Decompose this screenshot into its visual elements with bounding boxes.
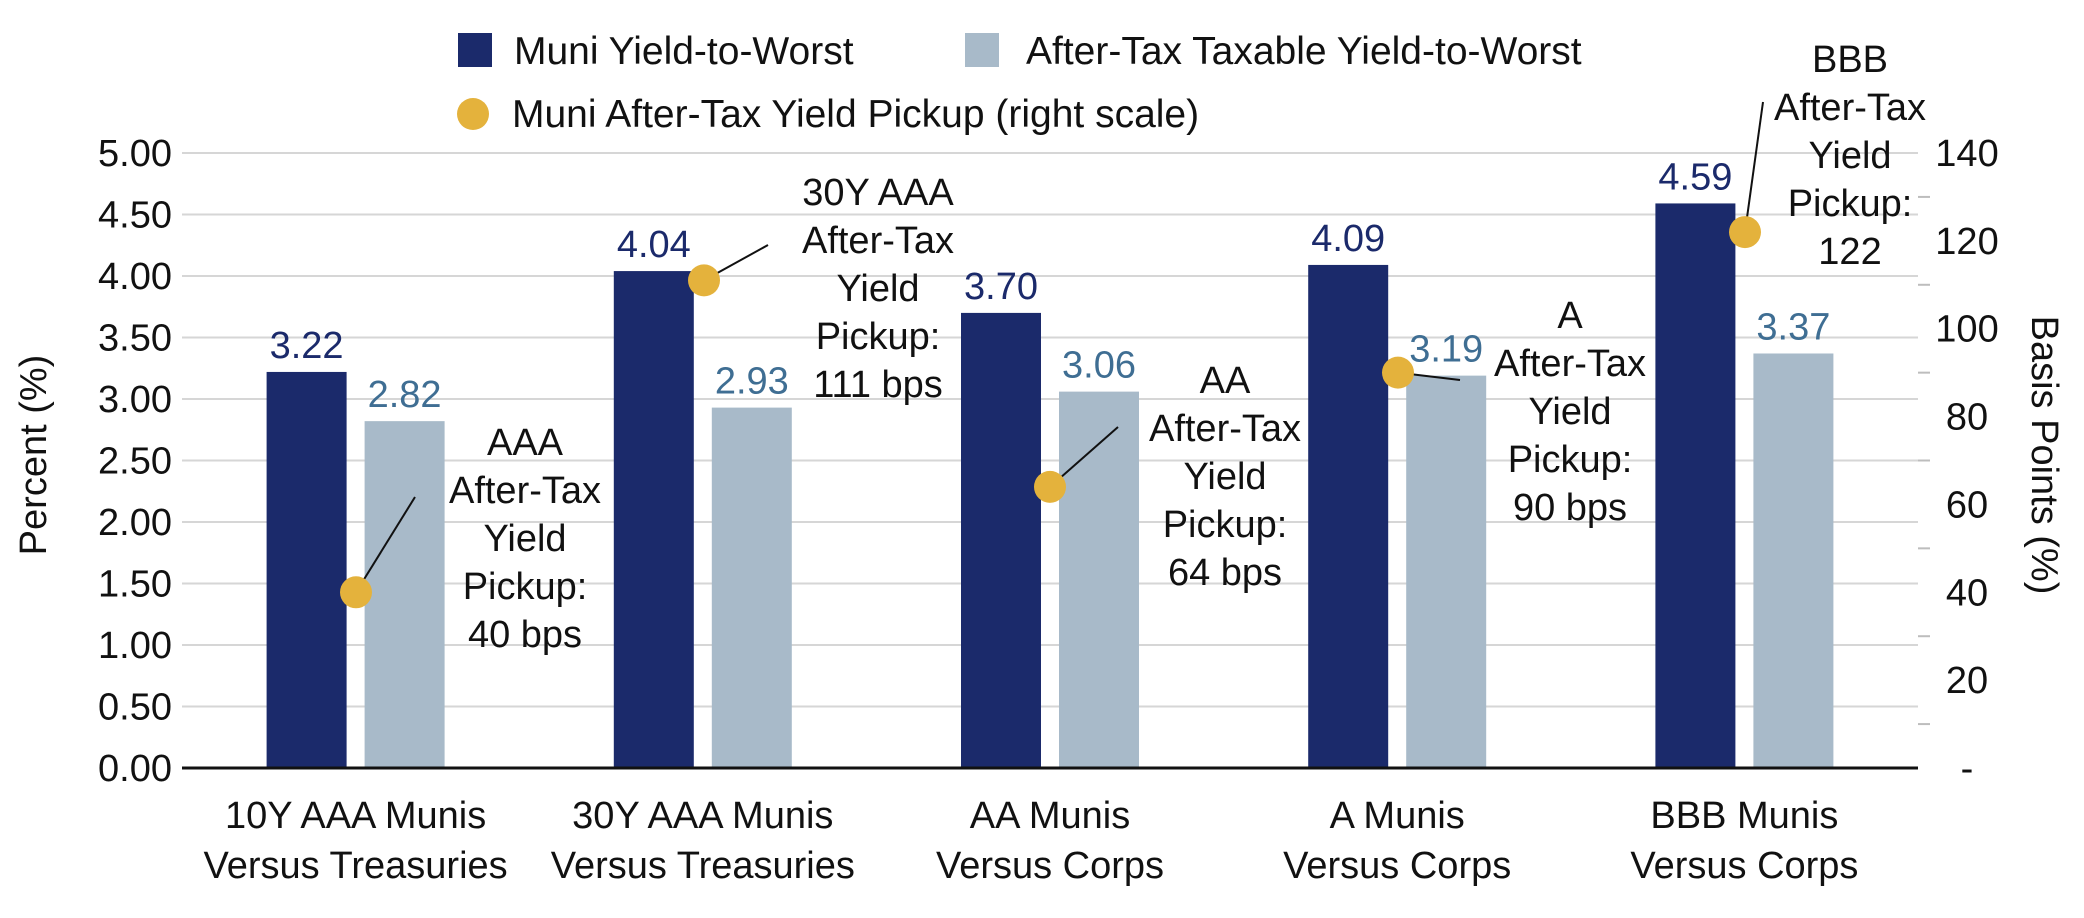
bar — [266, 371, 347, 768]
callout-label: Pickup: — [1508, 439, 1633, 481]
callout-label: Yield — [836, 268, 919, 310]
bar — [1406, 375, 1487, 768]
callout-label: After-Tax — [1494, 343, 1646, 385]
y2-tick-label: 100 — [1935, 309, 1998, 351]
callout-label: 30Y AAA — [802, 172, 954, 214]
right-axis-ticks: - 20 40 60 80 100 120 140 — [1918, 133, 1999, 790]
callout-leader-line — [355, 496, 416, 593]
callout-label: A — [1557, 295, 1583, 337]
bar-value-label: 3.06 — [1062, 345, 1136, 387]
y-tick-label: 4.00 — [98, 256, 172, 298]
legend-label-aftertax-ytw: After-Tax Taxable Yield-to-Worst — [1026, 30, 1582, 73]
bar-value-label: 3.37 — [1756, 306, 1830, 348]
category-labels: 10Y AAA Munis Versus Treasuries 30Y AAA Mu… — [204, 795, 1859, 887]
pickup-point — [340, 576, 372, 609]
bar — [613, 271, 694, 768]
category-label: BBB Munis — [1650, 795, 1838, 837]
callout-label: 64 bps — [1168, 552, 1282, 594]
bar-value-label: 4.09 — [1311, 218, 1385, 260]
y-tick-label: 1.50 — [98, 564, 172, 606]
callout-label: 122 — [1818, 231, 1881, 273]
callout-label: Yield — [1528, 391, 1611, 433]
bar-value-label: 4.59 — [1658, 156, 1732, 198]
y2-tick-label: 120 — [1935, 221, 1998, 263]
callout-label: Yield — [1808, 135, 1891, 177]
callout-label: 111 bps — [813, 364, 943, 406]
bar-value-label: 3.22 — [270, 325, 344, 367]
bar-value-label: 3.70 — [964, 266, 1038, 308]
callout-label: AA — [1200, 360, 1251, 402]
bar — [1753, 353, 1834, 768]
legend-label-pickup: Muni After-Tax Yield Pickup (right scale… — [512, 93, 1199, 136]
legend-swatch-aftertax-ytw — [965, 33, 999, 67]
bar — [711, 407, 792, 768]
callout-label: After-Tax — [449, 470, 601, 512]
callout-label: Pickup: — [1788, 183, 1913, 225]
bar — [364, 421, 445, 768]
callout-label: Yield — [1183, 456, 1266, 498]
bar — [961, 312, 1041, 768]
category-label: Versus Treasuries — [204, 845, 508, 887]
legend-marker-pickup — [457, 98, 489, 130]
category-label: Versus Corps — [936, 845, 1164, 887]
y-tick-label: 4.50 — [98, 195, 172, 237]
callout-label: After-Tax — [1149, 408, 1301, 450]
y2-tick-label: 20 — [1946, 660, 1988, 702]
callout-label: 90 bps — [1513, 487, 1627, 529]
y-axis-title: Percent (%) — [13, 355, 55, 556]
y-tick-label: 3.50 — [98, 318, 172, 360]
category-label: Versus Treasuries — [551, 845, 855, 887]
bar-value-labels: 3.22 2.82 4.04 2.93 3.70 3.06 4.09 3.19 4.59 3.37 — [270, 156, 1831, 416]
legend: Muni Yield-to-Worst After-Tax Taxable Yie… — [457, 30, 1582, 136]
callout-leader-line — [1744, 101, 1764, 233]
y-tick-label: 2.50 — [98, 441, 172, 483]
callout-label: Pickup: — [1163, 504, 1288, 546]
bar-value-label: 2.93 — [715, 361, 789, 403]
category-label: Versus Corps — [1283, 845, 1511, 887]
y-tick-label: 3.00 — [98, 379, 172, 421]
category-label: AA Munis — [970, 795, 1131, 837]
pickup-point — [1382, 356, 1414, 389]
bar-value-label: 4.04 — [617, 224, 691, 266]
y2-tick-label: 140 — [1935, 133, 1998, 175]
callout-label: Pickup: — [463, 566, 588, 608]
y-tick-label: 1.00 — [98, 625, 172, 667]
category-label: A Munis — [1330, 795, 1465, 837]
callout-label: After-Tax — [1774, 87, 1926, 129]
y-tick-label: 2.00 — [98, 502, 172, 544]
bar — [1059, 391, 1139, 768]
y2-tick-label: 40 — [1946, 572, 1988, 614]
category-label: 30Y AAA Munis — [572, 795, 833, 837]
legend-label-muni-ytw: Muni Yield-to-Worst — [514, 30, 854, 73]
callout-label: 40 bps — [468, 614, 582, 656]
bars — [266, 203, 1834, 768]
bar-value-label: 2.82 — [368, 374, 442, 416]
callout-label: Pickup: — [816, 316, 941, 358]
callout-label: After-Tax — [802, 220, 954, 262]
pickup-point — [1729, 216, 1761, 249]
bar — [1655, 203, 1736, 768]
y2-axis-title: Basis Points (%) — [2023, 316, 2065, 595]
callout-label: Yield — [483, 518, 566, 560]
bar-value-label: 3.19 — [1409, 329, 1483, 371]
callout-label: AAA — [487, 422, 564, 464]
y-tick-label: 0.50 — [98, 687, 172, 729]
category-label: Versus Corps — [1630, 845, 1858, 887]
y-tick-label: 0.00 — [98, 748, 172, 790]
bar — [1308, 264, 1389, 768]
pickup-point — [688, 264, 720, 297]
y2-tick-label: 80 — [1946, 397, 1988, 439]
legend-swatch-muni-ytw — [458, 33, 492, 67]
pickup-point — [1034, 470, 1066, 503]
left-axis-ticks: 0.00 0.50 1.00 1.50 2.00 2.50 3.00 3.50 4.00 4.50… — [98, 133, 172, 790]
y2-tick-label: - — [1961, 748, 1974, 790]
category-label: 10Y AAA Munis — [225, 795, 486, 837]
gridlines — [182, 152, 1918, 708]
pickup-points — [340, 216, 1761, 609]
callout-label: BBB — [1812, 39, 1888, 81]
y-tick-label: 5.00 — [98, 133, 172, 175]
y2-tick-label: 60 — [1946, 484, 1988, 526]
